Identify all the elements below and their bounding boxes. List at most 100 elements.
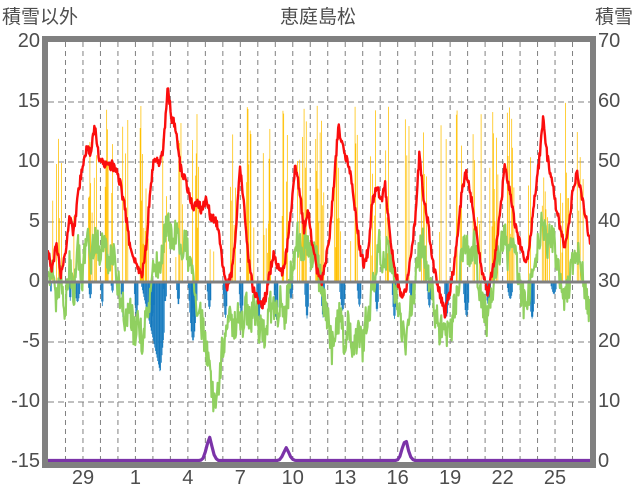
orange-bar: [73, 216, 75, 282]
orange-bar: [107, 129, 108, 282]
orange-bar: [582, 178, 584, 282]
orange-bar: [282, 110, 284, 282]
orange-bar: [180, 123, 182, 283]
orange-bar: [319, 132, 321, 282]
orange-bar: [125, 207, 127, 282]
blue-bar: [210, 282, 212, 301]
blue-bar: [193, 282, 195, 338]
blue-bar: [189, 282, 191, 313]
blue-bar: [359, 282, 361, 305]
blue-bar: [153, 282, 155, 345]
orange-bar: [440, 125, 442, 283]
orange-bar: [371, 255, 373, 282]
orange-bar: [317, 188, 319, 282]
orange-bar: [249, 130, 251, 282]
blue-bar: [392, 282, 394, 307]
blue-bar: [159, 282, 161, 372]
orange-bar: [268, 223, 269, 282]
blue-bar: [136, 282, 138, 314]
orange-bar: [568, 198, 569, 282]
orange-bar: [90, 183, 92, 282]
orange-bar: [122, 126, 124, 282]
blue-bar: [276, 282, 278, 317]
orange-bar: [147, 238, 149, 282]
orange-bar: [513, 187, 515, 282]
blue-bar: [141, 282, 143, 291]
blue-bar: [239, 282, 241, 306]
blue-bar: [151, 282, 153, 335]
blue-bar: [275, 282, 277, 317]
orange-bar: [246, 107, 248, 282]
orange-bar: [408, 126, 410, 282]
orange-bar: [52, 200, 54, 282]
blue-bar: [191, 282, 193, 338]
orange-bar: [232, 134, 234, 282]
orange-bar: [270, 202, 271, 282]
orange-bar: [197, 227, 199, 282]
orange-bar: [268, 158, 270, 282]
orange-bar: [456, 110, 458, 282]
blue-bar: [240, 282, 242, 314]
blue-bar: [468, 282, 470, 303]
blue-bar: [147, 282, 148, 314]
blue-bar: [79, 282, 81, 295]
blue-bar: [144, 282, 146, 304]
blue-bar: [429, 282, 431, 306]
y-tick-left-neg5: -5: [22, 330, 40, 352]
blue-bar: [532, 282, 534, 317]
orange-bar: [336, 156, 338, 282]
y-tick-right-60: 60: [598, 90, 621, 112]
orange-bar: [286, 135, 288, 282]
y-tick-left-15: 15: [17, 90, 40, 112]
orange-bar: [262, 153, 264, 282]
blue-bar: [145, 282, 147, 308]
blue-bar: [509, 282, 510, 299]
orange-bar: [178, 140, 180, 282]
orange-bar: [340, 231, 341, 282]
blue-bar: [225, 282, 226, 318]
blue-bar: [156, 282, 158, 358]
blue-bar: [429, 282, 430, 308]
blue-bar: [69, 282, 70, 298]
blue-bar: [165, 282, 167, 302]
orange-bar: [528, 185, 529, 282]
orange-bar: [230, 200, 232, 282]
blue-bar: [341, 282, 343, 310]
blue-bar: [160, 282, 161, 371]
orange-bar: [350, 241, 352, 282]
y-tick-left-neg10: -10: [11, 390, 40, 412]
blue-bar: [112, 282, 113, 293]
red-line-group: [48, 87, 590, 319]
blue-bar: [489, 282, 491, 301]
y-tick-left-20: 20: [17, 30, 40, 52]
blue-bar: [375, 282, 376, 302]
blue-bar: [158, 282, 159, 365]
blue-bar: [163, 282, 164, 341]
orange-bar: [549, 237, 550, 282]
blue-bar: [88, 282, 89, 288]
blue-bar: [147, 282, 149, 318]
blue-bar: [377, 282, 379, 309]
blue-bar: [463, 282, 465, 295]
orange-bar: [247, 108, 249, 282]
orange-bar: [162, 138, 164, 282]
orange-bar: [489, 167, 491, 282]
blue-bar: [550, 282, 552, 287]
blue-bar: [137, 282, 139, 306]
orange-bar: [58, 138, 59, 282]
blue-bar: [554, 282, 556, 294]
blue-bars-group: [49, 282, 557, 372]
blue-bar: [188, 282, 190, 301]
orange-bar: [96, 155, 97, 282]
orange-bar: [248, 164, 250, 282]
blue-bar: [190, 282, 192, 332]
blue-bar: [77, 282, 79, 302]
orange-bar: [480, 114, 482, 282]
blue-bar: [428, 282, 430, 306]
blue-bar: [445, 282, 447, 314]
y-tick-right-50: 50: [598, 150, 621, 172]
blue-bar: [238, 282, 240, 295]
orange-bar: [560, 193, 561, 282]
orange-bar: [491, 226, 493, 282]
